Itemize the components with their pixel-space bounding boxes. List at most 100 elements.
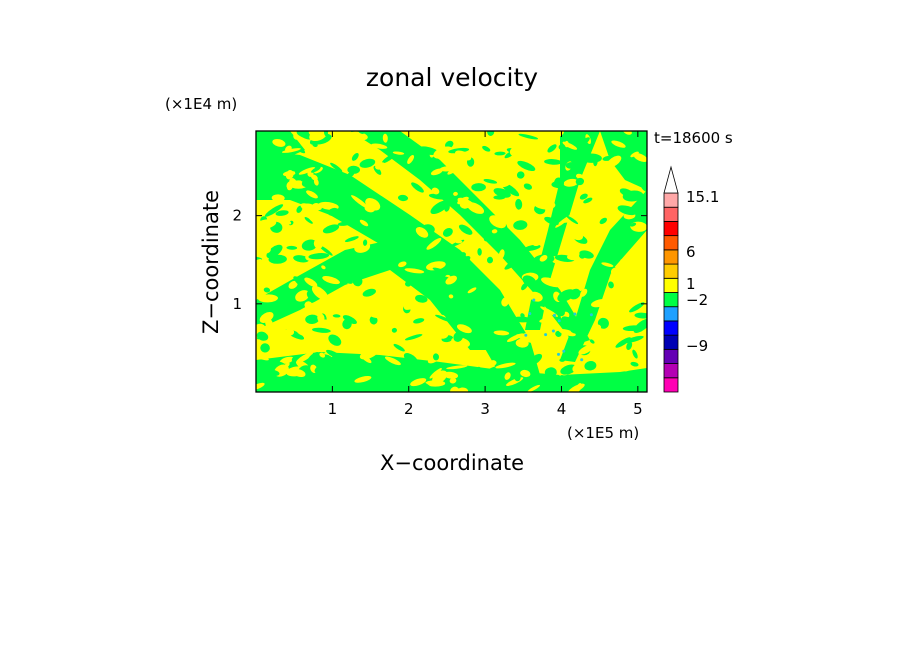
field-speckle [405, 281, 412, 287]
x-scale-label: (×1E5 m) [567, 424, 639, 442]
field-speckle [258, 169, 270, 180]
field-speckle [558, 144, 564, 150]
field-speckle [279, 217, 292, 225]
field-speckle [307, 211, 328, 227]
field-speckle [453, 331, 464, 342]
field-speckle [567, 253, 581, 261]
field-speckle [328, 254, 347, 269]
field-speckle [392, 151, 405, 155]
field-speckle [482, 145, 491, 152]
field-speckle [283, 362, 290, 369]
field-speckle [292, 216, 307, 227]
field-speckle [292, 368, 306, 378]
y-tick-label: 2 [232, 207, 242, 225]
field-speckle [627, 287, 637, 293]
field-speckle [451, 295, 459, 306]
field-speckle [332, 314, 341, 318]
field-speckle [547, 144, 557, 153]
field-speckle [594, 324, 602, 331]
field-speckle [369, 315, 378, 325]
field-speckle [469, 379, 487, 390]
field-speckle [391, 327, 397, 333]
field-speckle [415, 227, 429, 238]
field-speckle [263, 287, 271, 293]
field-speckle-accent [528, 312, 532, 316]
field-speckle [381, 153, 396, 164]
field-speckle [572, 363, 583, 373]
field-speckle [558, 270, 579, 277]
field-speckle [298, 167, 316, 175]
colorbar-labels: 15.1 6 1−2 −9 [686, 188, 719, 355]
field-speckle [543, 330, 556, 340]
field-speckle [501, 297, 509, 307]
field-speckle [327, 207, 339, 216]
field-speckle [561, 275, 584, 280]
field-speckle [323, 131, 329, 137]
field-speckle [359, 348, 378, 360]
field-speckle [589, 339, 595, 344]
field-speckle [516, 334, 534, 343]
field-speckle [289, 178, 297, 187]
field-speckle [600, 177, 622, 188]
colorbar-label: 1 [686, 275, 696, 293]
field-speckle [304, 301, 313, 310]
field-speckle [588, 308, 596, 315]
field-speckle [632, 349, 638, 359]
field-speckle [575, 177, 585, 186]
field-speckle [476, 293, 489, 304]
field-speckle [314, 361, 331, 374]
field-speckle [554, 177, 565, 188]
field-speckle [337, 221, 353, 226]
field-speckle [590, 213, 599, 220]
field-speckle [293, 276, 311, 291]
field-speckle [271, 194, 285, 202]
field-speckle [523, 244, 541, 252]
field-speckle [352, 275, 363, 287]
field-speckle [282, 229, 294, 236]
field-speckle [584, 361, 597, 371]
field-speckle [555, 330, 562, 337]
field-speckle [296, 205, 303, 213]
colorbar-segment [663, 206, 679, 222]
field-speckle [493, 138, 502, 147]
field-speckle [630, 222, 637, 227]
field-speckle [579, 252, 586, 259]
field-speckle [315, 334, 330, 343]
field-speckle [502, 209, 517, 222]
field-speckle [348, 180, 358, 190]
field-speckle-accent [562, 349, 566, 353]
field-speckle [301, 239, 318, 251]
field-speckle [630, 361, 639, 367]
field-speckle [284, 328, 295, 336]
field-speckle [569, 229, 584, 241]
field-speckle [473, 215, 493, 225]
field-speckle [326, 349, 342, 359]
field-speckle [394, 317, 407, 328]
field-speckle [322, 276, 340, 285]
field-speckle [318, 245, 333, 256]
field-speckle [295, 290, 310, 302]
field-speckle [401, 340, 407, 345]
field-speckle-accent [589, 313, 593, 317]
field-speckle [282, 157, 290, 162]
field-speckle [402, 372, 410, 379]
field-speckle [318, 201, 339, 210]
colorbar-segment [663, 377, 679, 393]
field-speckle [300, 142, 312, 150]
field-speckle [305, 314, 319, 325]
field-speckle [541, 295, 556, 301]
field-speckle [342, 315, 357, 325]
field-speckle [256, 359, 268, 364]
field-speckle [555, 197, 571, 210]
field-speckle [560, 364, 577, 375]
field-speckle [539, 318, 548, 323]
field-speckle [499, 310, 513, 321]
field-speckle [399, 220, 421, 231]
field-speckle [438, 330, 449, 339]
field-speckle [264, 235, 270, 242]
field-speckle [445, 275, 457, 285]
field-speckle [344, 236, 359, 243]
field-speckle [483, 365, 504, 378]
field-speckle [404, 334, 423, 341]
field-speckle [335, 271, 353, 284]
